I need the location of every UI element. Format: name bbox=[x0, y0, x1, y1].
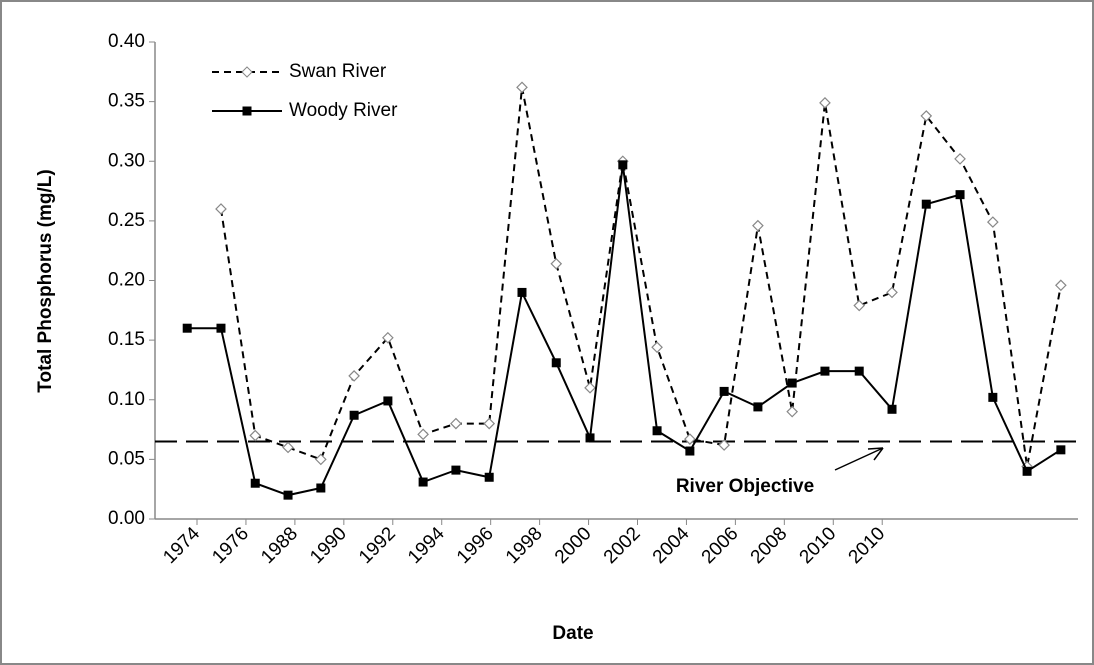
point bbox=[584, 381, 596, 394]
objective-arrow bbox=[834, 447, 884, 471]
y-tick-label: 0.20 bbox=[108, 270, 145, 291]
point bbox=[920, 110, 933, 122]
point bbox=[753, 402, 763, 412]
point bbox=[550, 257, 563, 270]
point bbox=[348, 370, 360, 382]
y-tick-label: 0.30 bbox=[108, 150, 145, 171]
point bbox=[651, 341, 663, 354]
series-line bbox=[219, 87, 1062, 467]
point bbox=[418, 477, 428, 487]
point bbox=[819, 96, 831, 109]
y-tick-label: 0.25 bbox=[108, 210, 145, 231]
point bbox=[684, 433, 696, 445]
point bbox=[516, 81, 528, 94]
point bbox=[250, 478, 260, 488]
point bbox=[282, 441, 294, 454]
point bbox=[988, 392, 998, 402]
point bbox=[215, 203, 227, 215]
point bbox=[685, 446, 695, 456]
point bbox=[854, 366, 864, 376]
point bbox=[787, 378, 797, 388]
point bbox=[954, 153, 966, 165]
point bbox=[886, 286, 898, 299]
point bbox=[820, 366, 830, 376]
point bbox=[383, 396, 393, 406]
point bbox=[484, 472, 494, 482]
point bbox=[451, 465, 461, 475]
point bbox=[249, 429, 262, 442]
point bbox=[483, 417, 496, 430]
point bbox=[585, 433, 595, 443]
y-axis-title: Total Phosphorus (mg/L) bbox=[35, 169, 56, 392]
y-tick-label: 0.00 bbox=[108, 508, 145, 529]
point bbox=[719, 386, 729, 396]
point bbox=[1055, 279, 1067, 292]
point bbox=[853, 299, 866, 312]
y-tick-label: 0.15 bbox=[108, 329, 145, 350]
point bbox=[652, 426, 662, 436]
point bbox=[752, 219, 764, 232]
point bbox=[182, 323, 192, 333]
point bbox=[314, 453, 327, 466]
point bbox=[955, 190, 965, 200]
y-tick-label: 0.35 bbox=[108, 91, 145, 112]
point bbox=[283, 490, 293, 500]
point bbox=[417, 428, 429, 441]
point bbox=[1056, 445, 1066, 455]
point bbox=[786, 405, 799, 418]
point bbox=[316, 483, 326, 493]
x-axis-title: Date bbox=[552, 623, 593, 644]
point bbox=[382, 331, 394, 344]
point bbox=[986, 216, 999, 228]
point bbox=[618, 160, 628, 170]
legend-label: Swan River bbox=[289, 61, 387, 82]
legend-marker bbox=[242, 106, 252, 116]
point bbox=[551, 358, 561, 368]
point bbox=[349, 410, 359, 420]
point bbox=[450, 417, 462, 430]
point bbox=[887, 404, 897, 414]
legend-label: Woody River bbox=[289, 100, 398, 121]
y-tick-label: 0.05 bbox=[108, 448, 145, 469]
objective-label: River Objective bbox=[676, 476, 814, 497]
objective-arrowhead bbox=[867, 447, 884, 461]
y-tick-label: 0.40 bbox=[108, 31, 145, 52]
point bbox=[921, 199, 931, 209]
legend-marker bbox=[241, 66, 253, 78]
point bbox=[216, 323, 226, 333]
point bbox=[1022, 466, 1032, 476]
point bbox=[718, 439, 730, 451]
point bbox=[517, 287, 527, 297]
y-tick-label: 0.10 bbox=[108, 389, 145, 410]
